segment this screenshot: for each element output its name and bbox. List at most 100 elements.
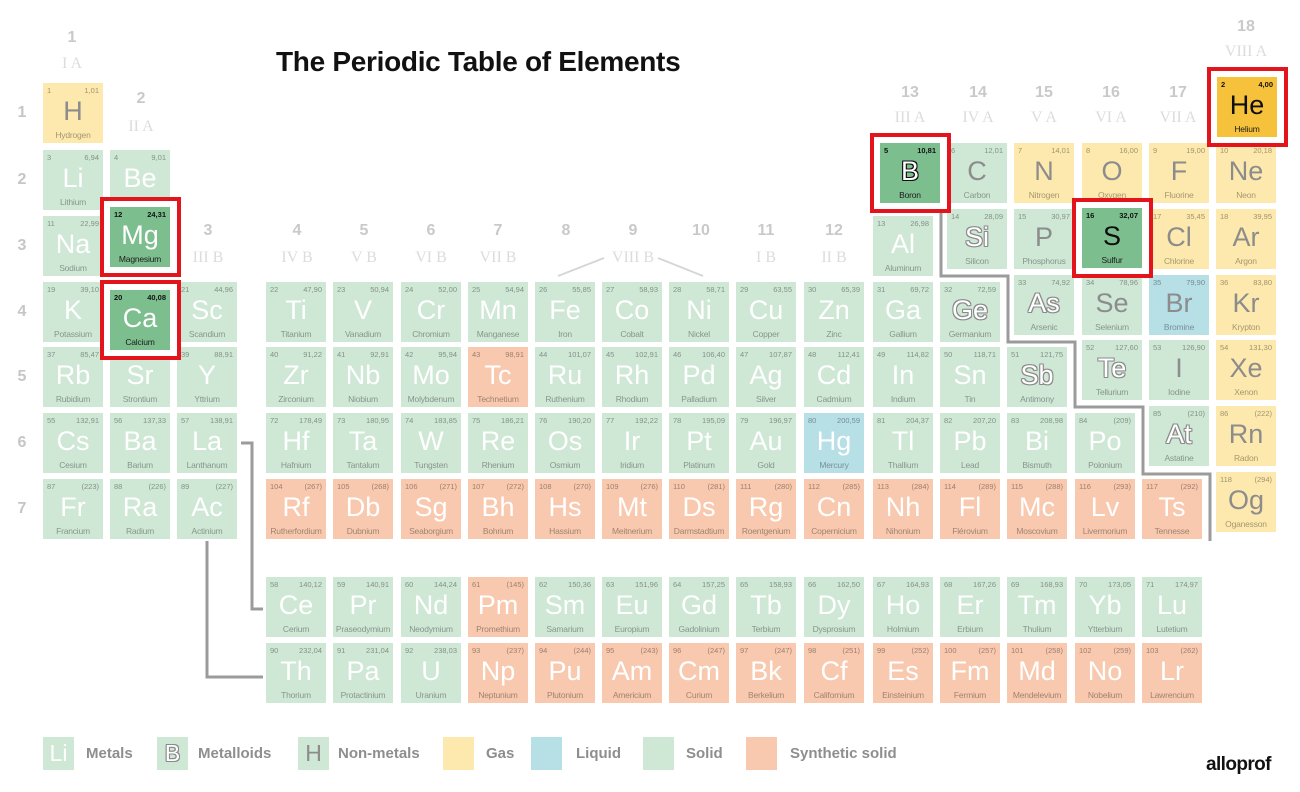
element-symbol: Og	[1227, 485, 1265, 515]
group-roman-label: VIII B	[611, 249, 655, 266]
group-roman-label: I B	[756, 249, 776, 266]
element-name: Lawrencium	[1150, 690, 1194, 700]
element-tile-re: 75 186,21 Re Rhenium	[468, 413, 528, 473]
atomic-number: 43	[472, 350, 481, 359]
group-roman-label: II A	[128, 118, 154, 135]
element-name: Selenium	[1095, 322, 1129, 332]
element-name: Flérovium	[952, 526, 988, 536]
element-symbol: F	[1170, 156, 1188, 186]
element-tile-w: 74 183,85 W Tungsten	[401, 413, 461, 473]
element-name: Ruthenium	[545, 394, 585, 404]
element-symbol: No	[1087, 656, 1123, 686]
element-tile-o: 8 16,00 O Oxygen	[1082, 143, 1142, 203]
atomic-number: 107	[472, 482, 485, 491]
element-tile-ho: 67 164,93 Ho Holmium	[873, 577, 933, 637]
element-symbol: Fl	[958, 492, 982, 522]
element-tile-fr: 87 (223) Fr Francium	[43, 479, 103, 539]
element-tile-cf: 98 (251) Cf Californium	[804, 643, 864, 703]
element-name: Magnesium	[118, 254, 162, 264]
atomic-number: 29	[740, 285, 749, 294]
atomic-mass: (276)	[640, 482, 658, 491]
element-tile-tb: 65 158,93 Tb Terbium	[736, 577, 796, 637]
atomic-mass: 54,94	[505, 285, 524, 294]
atomic-number: 41	[337, 350, 346, 359]
element-name: Europium	[614, 624, 650, 634]
atomic-number: 9	[1153, 146, 1158, 155]
element-symbol: Hf	[282, 426, 310, 456]
atomic-mass: 106,40	[702, 350, 725, 359]
element-name: Bromine	[1163, 322, 1195, 332]
element-symbol: Cf	[820, 656, 848, 686]
atomic-number: 16	[1086, 211, 1095, 220]
atomic-number: 47	[740, 350, 749, 359]
atomic-number: 45	[606, 350, 615, 359]
element-name: Cerium	[282, 624, 310, 634]
atomic-mass: 132,91	[76, 416, 99, 425]
element-symbol: Ar	[1232, 222, 1260, 252]
element-tile-pr: 59 140,91 Pr Praseodymium	[333, 577, 393, 637]
element-name: Scandium	[188, 329, 226, 339]
element-symbol: Am	[611, 656, 653, 686]
element-symbol: Bh	[481, 492, 515, 522]
element-tile-hs: 108 (270) Hs Hassium	[535, 479, 595, 539]
period-number: 1	[17, 104, 27, 121]
atomic-number: 34	[1086, 278, 1095, 287]
element-name: Curium	[685, 690, 713, 700]
element-symbol: P	[1034, 222, 1053, 252]
atomic-mass: 207,20	[973, 416, 996, 425]
metalloid-staircase-line	[939, 212, 1212, 541]
element-name: Molybdenum	[407, 394, 455, 404]
atomic-number: 42	[405, 350, 414, 359]
element-name: Darmstadtium	[673, 526, 725, 536]
element-symbol: Cu	[748, 295, 784, 325]
element-symbol: Tb	[750, 590, 782, 620]
element-name: Dubnium	[346, 526, 380, 536]
legend-label-metals: Metals	[86, 745, 133, 762]
element-tile-es: 99 (252) Es Einsteinium	[873, 643, 933, 703]
atomic-mass: 164,93	[906, 580, 929, 589]
element-symbol: Rf	[282, 492, 310, 522]
atomic-mass: 69,72	[910, 285, 929, 294]
atomic-mass: 4,00	[1258, 80, 1273, 89]
atomic-number: 103	[1146, 646, 1159, 655]
atomic-number: 67	[877, 580, 886, 589]
element-tile-rf: 104 (267) Rf Rutherfordium	[266, 479, 326, 539]
element-symbol: At	[1166, 419, 1192, 449]
atomic-mass: (247)	[707, 646, 725, 655]
element-name: Neon	[1236, 190, 1256, 200]
element-tile-bk: 97 (247) Bk Berkelium	[736, 643, 796, 703]
atomic-number: 18	[1220, 212, 1229, 221]
legend-symbol: H	[305, 740, 322, 766]
element-name: Xenon	[1234, 387, 1258, 397]
group-number: 2	[136, 90, 146, 107]
element-name: Astatine	[1164, 453, 1194, 463]
atomic-number: 23	[337, 285, 346, 294]
group-number: 15	[1035, 84, 1053, 101]
group-roman-label: VII B	[479, 249, 517, 266]
atomic-mass: 20,18	[1253, 146, 1272, 155]
element-tile-ni: 28 58,71 Ni Nickel	[669, 282, 729, 342]
element-symbol: Ho	[885, 590, 921, 620]
atomic-mass: 26,98	[910, 219, 929, 228]
group-number: 16	[1102, 84, 1120, 101]
group-number: 13	[901, 84, 919, 101]
atomic-number: 105	[337, 482, 350, 491]
element-tile-hg: 80 200,59 Hg Mercury	[804, 413, 864, 473]
element-tile-sb: 51 121,75 Sb Antimony	[1007, 347, 1067, 407]
element-tile-f: 9 19,00 F Fluorine	[1149, 143, 1209, 203]
element-tile-tm: 69 168,93 Tm Thulium	[1007, 577, 1067, 637]
element-tile-co: 27 58,93 Co Cobalt	[602, 282, 662, 342]
atomic-mass: 190,20	[568, 416, 591, 425]
element-symbol: Mg	[121, 220, 159, 250]
element-symbol: Bi	[1024, 426, 1049, 456]
element-tile-i: 53 126,90 I Iodine	[1149, 340, 1209, 400]
element-tile-ca: 20 40,08 Ca Calcium	[110, 290, 170, 350]
atomic-number: 81	[877, 416, 886, 425]
atomic-mass: 6,94	[84, 153, 99, 162]
element-tile-am: 95 (243) Am Americium	[602, 643, 662, 703]
atomic-number: 59	[337, 580, 346, 589]
atomic-mass: (226)	[148, 482, 166, 491]
element-symbol: Lr	[1159, 656, 1184, 686]
atomic-number: 31	[877, 285, 886, 294]
atomic-mass: 88,91	[214, 350, 233, 359]
